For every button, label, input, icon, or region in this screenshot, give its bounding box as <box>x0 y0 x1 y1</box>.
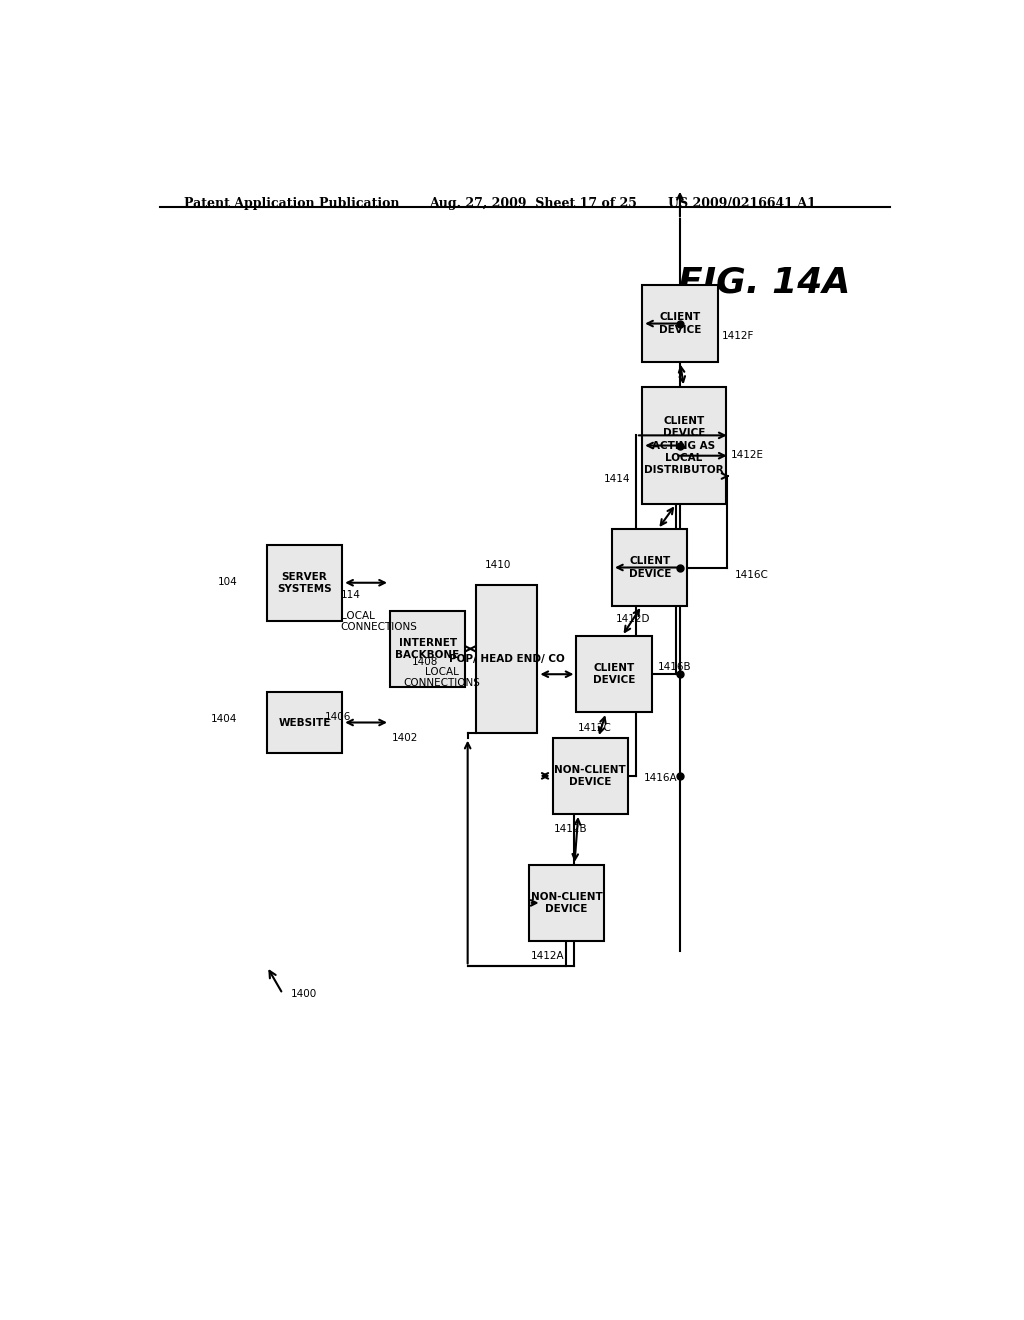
Text: 1412A: 1412A <box>530 952 564 961</box>
Text: 1406: 1406 <box>325 713 351 722</box>
Text: CLIENT
DEVICE: CLIENT DEVICE <box>593 663 635 685</box>
Text: 1416C: 1416C <box>735 570 769 579</box>
FancyBboxPatch shape <box>553 738 628 814</box>
Text: US 2009/0216641 A1: US 2009/0216641 A1 <box>668 197 815 210</box>
Text: Patent Application Publication: Patent Application Publication <box>183 197 399 210</box>
Text: 1412E: 1412E <box>731 450 764 461</box>
Text: 114: 114 <box>341 590 360 601</box>
Text: 1408: 1408 <box>412 656 438 667</box>
FancyBboxPatch shape <box>642 285 718 362</box>
Text: 1412B: 1412B <box>554 824 588 834</box>
Text: 1400: 1400 <box>291 989 317 999</box>
Text: CLIENT
DEVICE: CLIENT DEVICE <box>629 556 671 578</box>
Text: LOCAL
CONNECTIONS: LOCAL CONNECTIONS <box>341 611 418 632</box>
Text: 1410: 1410 <box>485 560 512 570</box>
Text: 1416B: 1416B <box>658 661 692 672</box>
FancyBboxPatch shape <box>642 387 726 504</box>
Text: Aug. 27, 2009  Sheet 17 of 25: Aug. 27, 2009 Sheet 17 of 25 <box>430 197 638 210</box>
Text: 1402: 1402 <box>391 733 418 743</box>
Text: 1414: 1414 <box>604 474 631 483</box>
FancyBboxPatch shape <box>612 529 687 606</box>
Text: 1412F: 1412F <box>722 331 754 342</box>
Text: 1416A: 1416A <box>644 774 678 783</box>
Text: 1412C: 1412C <box>578 722 612 733</box>
Text: LOCAL
CONNECTIONS: LOCAL CONNECTIONS <box>403 667 480 688</box>
Text: CLIENT
DEVICE: CLIENT DEVICE <box>658 313 701 335</box>
Text: 1404: 1404 <box>211 714 238 725</box>
FancyBboxPatch shape <box>528 865 604 941</box>
Text: INTERNET
BACKBONE: INTERNET BACKBONE <box>395 638 460 660</box>
Text: NON-CLIENT
DEVICE: NON-CLIENT DEVICE <box>530 892 602 915</box>
Text: SERVER
SYSTEMS: SERVER SYSTEMS <box>278 572 332 594</box>
FancyBboxPatch shape <box>475 585 538 733</box>
Text: WEBSITE: WEBSITE <box>279 718 331 727</box>
Text: NON-CLIENT
DEVICE: NON-CLIENT DEVICE <box>554 764 626 787</box>
FancyBboxPatch shape <box>267 692 342 752</box>
Text: CLIENT
DEVICE
ACTING AS
LOCAL
DISTRIBUTOR: CLIENT DEVICE ACTING AS LOCAL DISTRIBUTO… <box>644 416 724 475</box>
Text: 104: 104 <box>218 577 238 587</box>
FancyBboxPatch shape <box>267 545 342 620</box>
Text: 1412D: 1412D <box>616 614 650 624</box>
Text: POP/ HEAD END/ CO: POP/ HEAD END/ CO <box>449 653 564 664</box>
Text: FIG. 14A: FIG. 14A <box>678 265 850 300</box>
FancyBboxPatch shape <box>577 636 651 713</box>
FancyBboxPatch shape <box>390 611 465 686</box>
